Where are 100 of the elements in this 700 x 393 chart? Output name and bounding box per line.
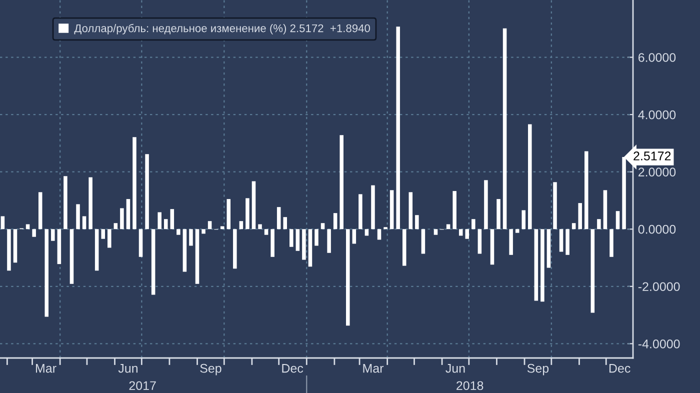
bar [584, 151, 588, 230]
bar [94, 229, 99, 271]
bar [202, 229, 206, 234]
bar [546, 229, 551, 268]
y-tick-label: 0.0000 [638, 224, 676, 234]
bar [70, 229, 74, 284]
bar [327, 229, 331, 253]
bar [528, 124, 532, 230]
bar [132, 137, 136, 230]
bar [233, 229, 237, 269]
bar [302, 229, 306, 260]
bar [64, 176, 68, 230]
bar [415, 215, 419, 230]
legend-label: Доллар/рубль: недельное изменение (%) 2.5172 +1.8940 [74, 24, 370, 34]
bar [164, 219, 168, 230]
y-tick-label: 2.0000 [638, 168, 676, 176]
bar [377, 229, 382, 240]
bar [490, 229, 494, 265]
bar [340, 135, 344, 230]
bar [252, 181, 256, 230]
bar [314, 229, 318, 246]
bar [38, 192, 42, 230]
bar [502, 28, 507, 230]
bar [509, 229, 513, 255]
x2-tick-label: 2018 [456, 381, 484, 390]
bar [559, 229, 564, 252]
bar [195, 229, 200, 284]
bar [258, 224, 262, 230]
x2-tick-label: 2017 [129, 381, 156, 390]
bar [296, 229, 300, 251]
bar [182, 229, 187, 272]
bar [578, 203, 582, 230]
bar [308, 229, 312, 267]
bar [402, 229, 406, 266]
bar [434, 229, 438, 235]
bar [101, 229, 105, 239]
bar [333, 213, 338, 230]
bar [44, 229, 49, 317]
bar [522, 210, 526, 230]
bar [320, 223, 325, 230]
bar [114, 223, 118, 230]
bar [572, 223, 576, 230]
bar [246, 198, 250, 230]
bar [7, 229, 11, 271]
bar [371, 185, 375, 230]
bar [553, 182, 557, 230]
bar [408, 192, 413, 230]
y-tick-label: -2.0000 [638, 282, 680, 292]
bar [603, 190, 608, 230]
bar [108, 229, 112, 248]
bar [396, 26, 400, 230]
bar [176, 229, 180, 235]
x-tick-label: Sep [200, 364, 222, 376]
annotation: 2.5172 [634, 152, 671, 160]
bar [566, 229, 570, 255]
x-tick-label: Jun [446, 364, 465, 373]
bar [540, 229, 544, 302]
x-tick-label: Dec [282, 364, 304, 373]
bar [170, 209, 174, 230]
bar [82, 216, 86, 230]
bar [590, 229, 595, 313]
bar [0, 216, 5, 230]
bar [51, 229, 55, 241]
bar [390, 190, 394, 230]
bar [138, 229, 143, 257]
bar [458, 229, 463, 236]
bar [158, 212, 162, 230]
bar [616, 211, 620, 230]
x-tick-label: Dec [609, 364, 630, 373]
bar [239, 221, 244, 230]
bar [472, 219, 476, 230]
bar [465, 229, 470, 239]
bar [534, 229, 538, 301]
bar [496, 199, 500, 230]
bar [264, 229, 268, 235]
y-tick-label: 4.0000 [638, 110, 676, 120]
bar [32, 229, 36, 237]
y-tick-label: -4.0000 [638, 339, 680, 348]
bar [126, 199, 130, 230]
x-tick-label: Mar [36, 364, 56, 373]
bar [364, 229, 369, 236]
bar [57, 229, 62, 264]
bar [421, 229, 426, 254]
bar [358, 194, 362, 230]
bar [13, 229, 18, 263]
bar [88, 177, 92, 230]
bar [76, 204, 80, 230]
bar [484, 180, 488, 230]
bar [515, 229, 520, 233]
bar [208, 221, 212, 230]
y-tick-label: 6.0000 [638, 53, 676, 62]
bar [352, 229, 356, 244]
bar [610, 229, 614, 257]
x-tick-label: Mar [363, 364, 384, 373]
bar [226, 199, 231, 230]
bar [276, 207, 281, 230]
bar [189, 229, 193, 246]
x-tick-label: Jun [118, 364, 138, 373]
bar [120, 208, 124, 230]
bar [270, 229, 274, 257]
